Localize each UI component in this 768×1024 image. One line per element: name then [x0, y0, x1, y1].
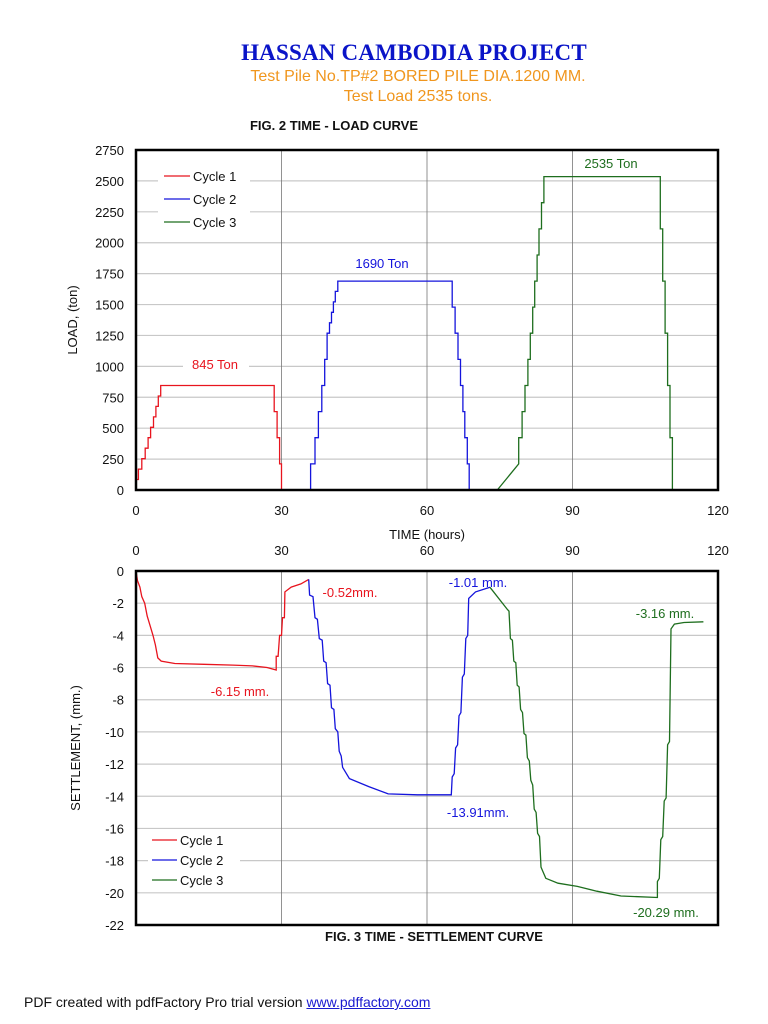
y-tick-label: -6 — [112, 661, 124, 676]
load-chart-x-ticks: 0 30 60 90 120 — [132, 503, 728, 518]
load-chart: 0 250 500 750 1000 1250 1500 1750 2000 2250 2500 27… — [65, 143, 729, 542]
y-tick-label: 500 — [102, 421, 124, 436]
settlement-chart-y-ticks: 0 -2 -4 -6 -8 -10 -12 -14 -16 -18 -20 -22 — [105, 564, 124, 933]
y-tick-label: 2750 — [95, 143, 124, 158]
y-tick-label: -16 — [105, 821, 124, 836]
annotation-minus-13-91: -13.91mm. — [447, 805, 509, 820]
legend2-cycle1-label: Cycle 1 — [180, 833, 223, 848]
load-chart-frame — [134, 148, 720, 492]
series-cycle-1 — [135, 570, 310, 671]
x-tick-label: 120 — [707, 503, 729, 518]
y-tick-label: -18 — [105, 854, 124, 869]
annotation-845-ton: 845 Ton — [192, 357, 238, 372]
series-cycle-3 — [496, 175, 704, 491]
y-tick-label: 1000 — [95, 359, 124, 374]
x-tick-label: 0 — [132, 503, 139, 518]
annotation-845-bg — [183, 355, 249, 373]
y-tick-label: 1250 — [95, 328, 124, 343]
y-tick-label: 0 — [117, 483, 124, 498]
y-tick-label: -8 — [112, 693, 124, 708]
y-tick-label: -20 — [105, 886, 124, 901]
settlement-chart-frame — [134, 569, 720, 927]
y-tick-label: -4 — [112, 628, 124, 643]
subtitle-test-load: Test Load 2535 tons. — [343, 88, 493, 105]
load-chart-x-label: TIME (hours) — [389, 527, 465, 542]
x-tick-label: 90 — [565, 503, 579, 518]
series-cycle-2 — [308, 579, 491, 796]
settlement-chart-title: FIG. 3 TIME - SETTLEMENT CURVE — [325, 929, 543, 944]
footer-text: PDF created with pdfFactory Pro trial ve… — [24, 994, 307, 1010]
settlement-chart-series — [135, 570, 704, 899]
annotation-minus-20-29: -20.29 mm. — [633, 905, 699, 920]
y-tick-label: -10 — [105, 725, 124, 740]
legend-cycle3-label: Cycle 3 — [193, 215, 236, 230]
y-tick-label: -14 — [105, 789, 124, 804]
y-tick-label: 0 — [117, 564, 124, 579]
y-tick-label: 2250 — [95, 205, 124, 220]
x-tick-label: 90 — [565, 543, 579, 558]
annotation-minus-3-16: -3.16 mm. — [636, 606, 695, 621]
annotation-1690-ton: 1690 Ton — [355, 256, 408, 271]
footer: PDF created with pdfFactory Pro trial ve… — [24, 994, 430, 1010]
load-chart-y-label: LOAD, (ton) — [65, 285, 80, 354]
legend2-cycle3-label: Cycle 3 — [180, 873, 223, 888]
x-tick-label: 0 — [132, 543, 139, 558]
annotation-minus-0-52: -0.52mm. — [323, 585, 378, 600]
legend-cycle2-label: Cycle 2 — [193, 192, 236, 207]
x-tick-label: 60 — [420, 543, 434, 558]
annotation-minus-6-15: -6.15 mm. — [211, 684, 270, 699]
series-cycle-1 — [135, 384, 311, 491]
load-chart-title: FIG. 2 TIME - LOAD CURVE — [249, 118, 419, 133]
y-tick-label: -2 — [112, 596, 124, 611]
x-tick-label: 30 — [274, 543, 288, 558]
annotation-minus-1-01: -1.01 mm. — [449, 575, 508, 590]
y-tick-label: 2500 — [95, 174, 124, 189]
annotation-2535-ton: 2535 Ton — [584, 156, 637, 171]
series-cycle-3 — [489, 586, 704, 899]
x-tick-label: 60 — [420, 503, 434, 518]
y-tick-label: 2000 — [95, 236, 124, 251]
settlement-chart-y-label: SETTLEMENT, (mm.) — [68, 685, 83, 811]
y-tick-label: 250 — [102, 452, 124, 467]
page-title: HASSAN CAMBODIA PROJECT — [241, 40, 587, 65]
footer-link[interactable]: www.pdffactory.com — [306, 994, 431, 1010]
x-tick-label: 120 — [707, 543, 729, 558]
y-tick-label: 1750 — [95, 267, 124, 282]
subtitle-test-pile: Test Pile No.TP#2 BORED PILE DIA.1200 MM… — [250, 68, 586, 85]
series-cycle-2 — [309, 280, 498, 491]
x-tick-label: 30 — [274, 503, 288, 518]
y-tick-label: 1500 — [95, 298, 124, 313]
y-tick-label: -12 — [105, 757, 124, 772]
y-tick-label: 750 — [102, 390, 124, 405]
legend2-cycle2-label: Cycle 2 — [180, 853, 223, 868]
settlement-chart-legend: Cycle 1 Cycle 2 Cycle 3 — [148, 830, 240, 890]
legend-cycle1-label: Cycle 1 — [193, 169, 236, 184]
y-tick-label: -22 — [105, 918, 124, 933]
load-chart-legend: Cycle 1 Cycle 2 Cycle 3 — [158, 164, 250, 234]
settlement-chart-x-ticks: 0 30 60 90 120 — [132, 543, 728, 558]
settlement-chart: 0 -2 -4 -6 -8 -10 -12 -14 -16 -18 -20 -22 0 30 60 90 12… — [68, 543, 729, 933]
load-chart-y-ticks: 0 250 500 750 1000 1250 1500 1750 2000 2250 2500 27… — [95, 143, 124, 498]
load-chart-series — [135, 175, 704, 491]
